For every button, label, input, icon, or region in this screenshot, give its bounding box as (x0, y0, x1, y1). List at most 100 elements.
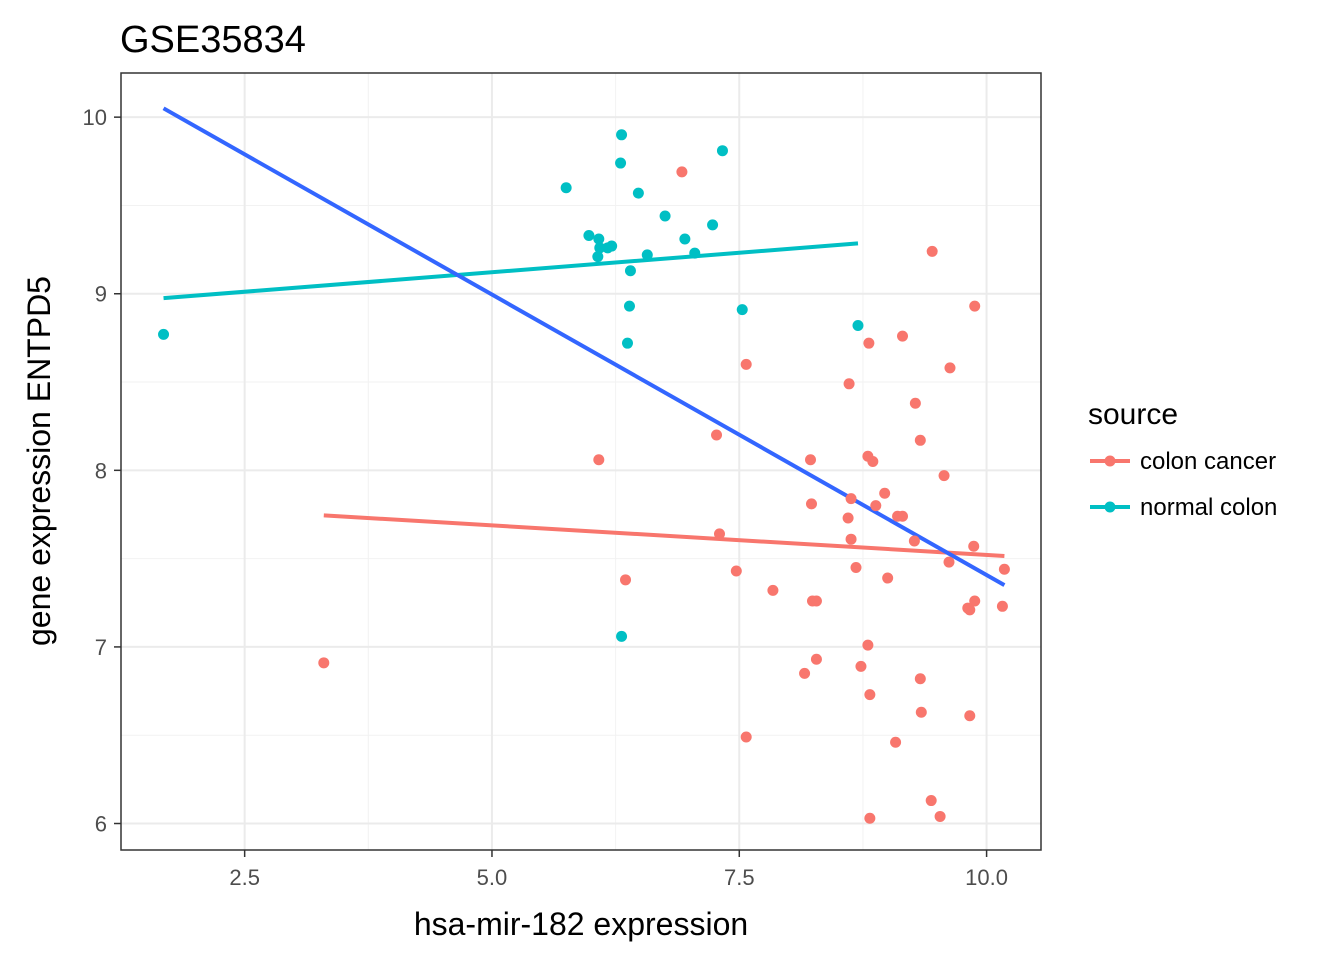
data-point-colon-cancer (740, 731, 752, 743)
data-point-normal-colon (679, 233, 691, 245)
major-gridlines (121, 73, 1041, 850)
data-point-colon-cancer (867, 456, 879, 467)
data-point-colon-cancer (968, 540, 980, 552)
data-point-normal-colon (716, 145, 728, 157)
data-point-normal-colon (158, 328, 170, 340)
data-point-normal-colon (736, 304, 748, 316)
y-tick-label: 7 (95, 635, 107, 660)
data-point-colon-cancer (938, 470, 950, 482)
data-point-colon-cancer (943, 556, 955, 568)
legend-label-normal-colon: normal colon (1140, 494, 1277, 521)
data-point-normal-colon (594, 242, 606, 254)
y-tick-label: 9 (95, 282, 107, 307)
data-point-colon-cancer (969, 595, 981, 607)
data-point-colon-cancer (713, 528, 725, 540)
data-point-colon-cancer (620, 574, 632, 586)
data-point-normal-colon (621, 337, 633, 349)
data-point-normal-colon (641, 249, 653, 261)
data-point-colon-cancer (882, 572, 894, 584)
legend-key-point-colon-cancer (1104, 455, 1116, 467)
data-point-normal-colon (602, 242, 614, 254)
plot-panel-background (121, 73, 1041, 850)
y-tick-label: 10 (83, 105, 107, 130)
regression-line-colon-cancer (323, 513, 1005, 558)
plot-area (120, 72, 1042, 851)
data-point-colon-cancer (864, 812, 876, 824)
y-tick-label: 8 (95, 458, 107, 483)
data-point-colon-cancer (909, 397, 921, 409)
data-point-colon-cancer (842, 512, 854, 524)
data-point-colon-cancer (850, 561, 862, 573)
data-point-colon-cancer (740, 358, 752, 370)
x-tick-label: 2.5 (229, 865, 260, 890)
data-point-colon-cancer (711, 429, 723, 441)
data-point-colon-cancer (864, 689, 876, 701)
regression-lines (162, 106, 1006, 587)
plot-panel-border (120, 72, 1042, 851)
data-point-colon-cancer (925, 795, 937, 807)
legend-items: colon cancer normal colon (1090, 448, 1277, 521)
data-point-colon-cancer (890, 736, 902, 748)
chart-title: GSE35834 (120, 19, 306, 61)
data-point-normal-colon (632, 187, 644, 199)
data-point-colon-cancer (676, 166, 688, 178)
data-point-normal-colon (615, 157, 627, 169)
legend-title: source (1088, 398, 1178, 431)
data-point-normal-colon (583, 229, 595, 241)
data-point-normal-colon (852, 320, 864, 332)
data-point-colon-cancer (845, 533, 857, 545)
data-point-colon-cancer (934, 810, 946, 822)
regression-line-normal-colon (163, 241, 859, 301)
data-point-colon-cancer (926, 245, 938, 257)
legend-key-point-normal-colon (1104, 501, 1116, 513)
data-point-normal-colon (659, 210, 671, 222)
data-point-colon-cancer (879, 487, 891, 499)
data-point-colon-cancer (908, 535, 920, 547)
data-point-normal-colon (616, 630, 628, 642)
data-point-colon-cancer (862, 639, 874, 651)
x-axis-ticks: 2.5 5.0 7.5 10.0 (229, 850, 1008, 890)
data-point-colon-cancer (996, 600, 1008, 612)
data-point-colon-cancer (810, 595, 822, 607)
data-point-colon-cancer (897, 510, 909, 522)
minor-gridlines (120, 73, 1041, 850)
data-point-normal-colon (593, 233, 605, 245)
y-axis-title: gene expression ENTPD5 (21, 276, 57, 646)
data-point-colon-cancer (870, 500, 882, 512)
data-point-colon-cancer (805, 498, 817, 510)
data-point-colon-cancer (730, 565, 742, 577)
legend-label-colon-cancer: colon cancer (1140, 448, 1276, 475)
data-point-colon-cancer (998, 563, 1010, 575)
y-axis-ticks: 6 7 8 9 10 (83, 105, 121, 837)
data-point-normal-colon (707, 219, 719, 231)
data-point-normal-colon (616, 129, 628, 141)
data-point-colon-cancer (915, 706, 927, 718)
data-point-colon-cancer (767, 584, 779, 596)
x-axis-title: hsa-mir-182 expression (414, 906, 748, 942)
data-point-colon-cancer (944, 362, 956, 374)
data-points (158, 129, 1010, 824)
x-tick-label: 10.0 (965, 865, 1008, 890)
data-point-colon-cancer (914, 434, 926, 446)
data-point-normal-colon (560, 182, 572, 194)
data-point-colon-cancer (805, 454, 817, 466)
data-point-colon-cancer (969, 300, 981, 312)
data-point-normal-colon (623, 300, 635, 312)
x-tick-label: 7.5 (724, 865, 755, 890)
data-point-colon-cancer (318, 657, 330, 669)
data-point-colon-cancer (593, 454, 605, 466)
x-tick-label: 5.0 (477, 865, 508, 890)
data-point-colon-cancer (964, 604, 976, 616)
data-point-normal-colon (689, 247, 701, 259)
data-point-colon-cancer (799, 667, 811, 679)
data-point-colon-cancer (810, 653, 822, 665)
y-tick-label: 6 (95, 812, 107, 837)
data-point-colon-cancer (843, 378, 855, 390)
regression-line-overall (162, 106, 1006, 587)
data-point-colon-cancer (914, 673, 926, 685)
legend: source colon cancer normal colon (1088, 398, 1277, 521)
data-point-colon-cancer (863, 337, 875, 349)
data-point-normal-colon (592, 251, 604, 263)
data-point-colon-cancer (845, 493, 857, 505)
